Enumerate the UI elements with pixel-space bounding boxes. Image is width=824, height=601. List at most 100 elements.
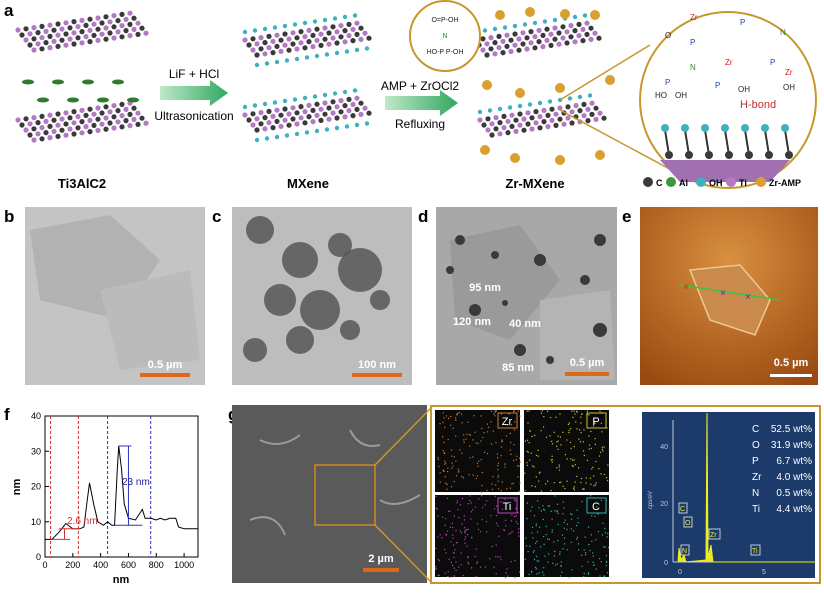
atom	[334, 29, 340, 35]
atom	[310, 107, 316, 113]
scale-bar-c: 100 nm	[358, 359, 396, 371]
atom	[537, 114, 543, 120]
atom	[302, 45, 308, 51]
height-peak-marker	[114, 445, 143, 526]
atom	[55, 111, 61, 117]
atom	[131, 15, 137, 21]
atom	[43, 118, 49, 124]
zr-amp-particle	[495, 10, 505, 20]
eds-spectrum: 0 20 40 0 5 cps/eV C O N Zr Ti C 52.5 wt%…	[642, 412, 815, 578]
legend-label: OH	[709, 178, 723, 188]
atom	[572, 39, 578, 45]
atom	[524, 46, 530, 52]
atom	[107, 19, 113, 25]
atom	[314, 112, 320, 118]
atom	[536, 39, 542, 45]
composition-value: 6.7 wt%	[776, 456, 812, 467]
atom	[71, 131, 77, 137]
atom	[35, 41, 41, 47]
atom	[83, 112, 89, 118]
atom	[63, 20, 69, 26]
composition-value: 4.4 wt%	[776, 504, 812, 515]
atom	[79, 17, 85, 23]
atom	[282, 106, 288, 112]
atom	[79, 130, 85, 136]
atom	[560, 35, 566, 41]
atom	[47, 22, 53, 28]
atom	[79, 107, 85, 113]
x-axis-label: nm	[113, 574, 130, 586]
zr-amp-particle	[510, 153, 520, 163]
atom	[589, 111, 595, 117]
atom	[302, 34, 308, 40]
y-tick-label: 40	[31, 411, 41, 421]
atom	[593, 116, 599, 122]
atom	[492, 40, 498, 46]
atom	[274, 32, 280, 38]
atom	[601, 115, 607, 121]
afm-image-e: × × × 0.5 µm	[640, 207, 818, 385]
atom	[79, 40, 85, 46]
atom	[290, 105, 296, 111]
atom	[99, 110, 105, 116]
atom	[39, 113, 45, 119]
atom	[540, 44, 546, 50]
atom	[338, 109, 344, 115]
zr-amp-particle	[605, 75, 615, 85]
atom	[496, 33, 502, 40]
atom	[504, 32, 510, 38]
svg-text:P: P	[665, 78, 670, 87]
atom	[326, 41, 332, 47]
atom	[322, 100, 328, 106]
atom	[322, 111, 328, 117]
arrow-functionalization: AMP + ZrOCl2 Refluxing	[381, 79, 459, 131]
atom	[508, 37, 514, 43]
x-tick-label: 800	[149, 560, 164, 570]
eds-ytick: 0	[664, 560, 668, 567]
zr-amp-particle	[555, 155, 565, 165]
atom	[485, 116, 491, 122]
zr-amp-particle	[560, 9, 570, 19]
atom	[39, 46, 45, 52]
atom	[533, 109, 539, 115]
atom	[493, 115, 499, 121]
atom	[91, 111, 97, 117]
atom	[23, 127, 29, 133]
atom	[99, 31, 105, 37]
atom	[35, 29, 41, 36]
atom	[540, 32, 546, 39]
atom	[330, 99, 336, 105]
atom	[91, 122, 97, 128]
atom	[63, 31, 69, 37]
atom	[517, 122, 523, 128]
atom	[115, 29, 121, 35]
atom	[127, 33, 133, 39]
panel-label-a: a	[4, 1, 14, 20]
atom	[521, 127, 527, 133]
atom	[286, 36, 292, 42]
atom	[306, 114, 312, 120]
atom	[342, 39, 348, 45]
atom	[143, 30, 149, 36]
peak-zr: Zr	[710, 532, 717, 539]
svg-text:O: O	[665, 31, 671, 40]
eds-map-p: P	[524, 410, 610, 492]
zr-amp-particle	[590, 10, 600, 20]
atom	[55, 43, 61, 50]
svg-text:P: P	[690, 38, 695, 47]
atom	[557, 116, 563, 122]
atom	[103, 14, 109, 20]
atom	[103, 25, 109, 31]
atom	[131, 116, 137, 122]
atom	[262, 51, 268, 57]
arrow-etching: LiF + HCl Ultrasonication	[154, 67, 233, 123]
atom	[103, 115, 109, 121]
atom	[258, 121, 264, 127]
atom	[135, 121, 141, 127]
x-tick-label: 400	[93, 560, 108, 570]
composition-value: 4.0 wt%	[776, 472, 812, 483]
svg-text:×: ×	[683, 282, 689, 293]
atom	[286, 111, 292, 117]
atom	[298, 40, 304, 46]
eds-ytick: 40	[660, 444, 668, 451]
